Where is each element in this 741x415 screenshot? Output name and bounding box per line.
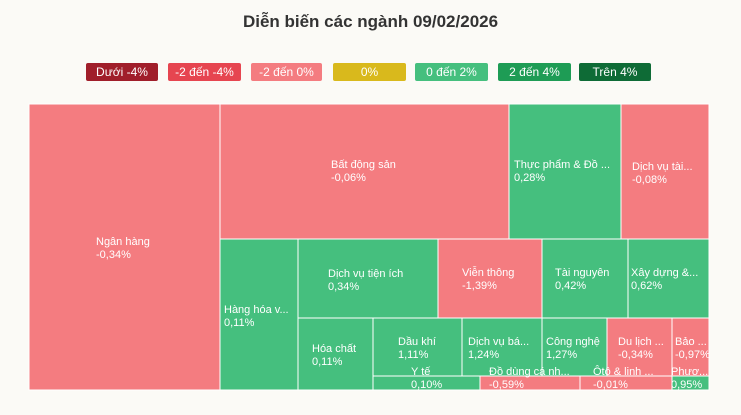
sector-17-name: Ôtô & linh ... [593,365,654,378]
sector-7-tile[interactable] [541,238,629,319]
legend-item-2-to-4[interactable]: 2 đến 4% [498,63,571,81]
sector-17-value: -0,01% [593,379,628,391]
sector-3-value: -0,08% [632,174,667,186]
legend-item-0-to-2[interactable]: 0 đến 2% [415,63,488,81]
sector-16-name: Đồ dùng cá nh... [489,366,570,378]
sector-8-tile[interactable] [627,238,710,319]
sector-4-name: Hàng hóa v... [224,304,289,316]
sector-7-value: 0,42% [555,280,586,292]
sector-2-value: 0,28% [514,172,545,184]
sector-1-tile[interactable] [219,103,510,240]
sector-0[interactable]: Ngân hàng-0,34% [28,103,221,391]
sector-17[interactable]: Ôtô & linh ...-0,01% [579,365,673,391]
sector-3-tile[interactable] [620,103,710,240]
sector-4-value: 0,11% [224,317,255,329]
legend: Dưới -4% -2 đến -4% -2 đến 0% 0% 0 đến 2… [0,0,741,100]
sector-18-tile[interactable] [671,375,710,391]
sector-16-value: -0,59% [489,379,524,391]
sector-11-value: 1,24% [468,349,499,361]
sector-9-value: 0,11% [312,356,343,368]
sector-16[interactable]: Đồ dùng cá nh...-0,59% [479,366,581,391]
sector-9-name: Hóa chất [312,343,356,355]
sector-9-tile[interactable] [297,317,374,391]
sector-6[interactable]: Viễn thông-1,39% [437,238,543,319]
legend-item-above-4[interactable]: Trên 4% [579,63,651,81]
sector-15[interactable]: Y tế0,10% [372,366,481,391]
sector-8-value: 0,62% [631,280,662,292]
sector-13-value: -0,34% [618,349,653,361]
sector-2-name: Thực phẩm & Đồ ... [514,159,610,171]
sector-12-tile[interactable] [541,317,608,377]
legend-item-minus-2-to-0[interactable]: -2 đến 0% [251,63,322,81]
sector-0-value: -0,34% [96,249,131,261]
sector-6-tile[interactable] [437,238,543,319]
sector-5-value: 0,34% [328,281,359,293]
sector-13-name: Du lịch ... [618,336,664,348]
sector-18-value: 0,95% [671,379,702,391]
sector-10-name: Dầu khí [398,336,436,348]
sector-11-name: Dịch vụ bá... [468,336,529,348]
sector-8[interactable]: Xây dựng &...0,62% [627,238,710,319]
sector-3-name: Dịch vụ tài... [632,161,693,173]
sector-4-tile[interactable] [219,238,299,391]
sector-14-value: -0,97% [675,349,710,361]
sector-11[interactable]: Dịch vụ bá...1,24% [461,317,543,377]
sector-7-name: Tài nguyên [555,267,609,279]
sector-12-name: Công nghệ [546,336,600,348]
sector-2[interactable]: Thực phẩm & Đồ ...0,28% [508,103,622,240]
sector-15-value: 0,10% [411,379,442,391]
sector-6-value: -1,39% [462,280,497,292]
sector-4[interactable]: Hàng hóa v...0,11% [219,238,299,391]
sector-15-name: Y tế [411,366,430,378]
sector-1-value: -0,06% [331,172,366,184]
sector-18[interactable]: Phươ...0,95% [671,366,710,391]
sector-11-tile[interactable] [461,317,543,377]
sector-5-tile[interactable] [297,238,439,319]
sector-18-name: Phươ... [671,366,708,378]
sector-0-tile[interactable] [28,103,221,391]
sector-3[interactable]: Dịch vụ tài...-0,08% [620,103,710,240]
sector-6-name: Viễn thông [462,266,514,279]
legend-item-below-minus-4[interactable]: Dưới -4% [86,63,158,81]
sector-0-name: Ngân hàng [96,236,150,248]
sector-14-name: Bảo ... [675,336,707,348]
legend-item-minus-2-to-minus-4[interactable]: -2 đến -4% [168,63,241,81]
sector-8-name: Xây dựng &... [631,267,698,279]
legend-item-zero[interactable]: 0% [333,63,406,81]
chart-title: Diễn biến các ngành 09/02/2026 [242,12,499,31]
sector-12-value: 1,27% [546,349,577,361]
sector-1[interactable]: Bất động sản-0,06% [219,103,510,240]
sector-5-name: Dịch vụ tiện ích [328,268,403,280]
sector-10-value: 1,11% [398,349,429,361]
sector-1-name: Bất động sản [331,159,396,171]
